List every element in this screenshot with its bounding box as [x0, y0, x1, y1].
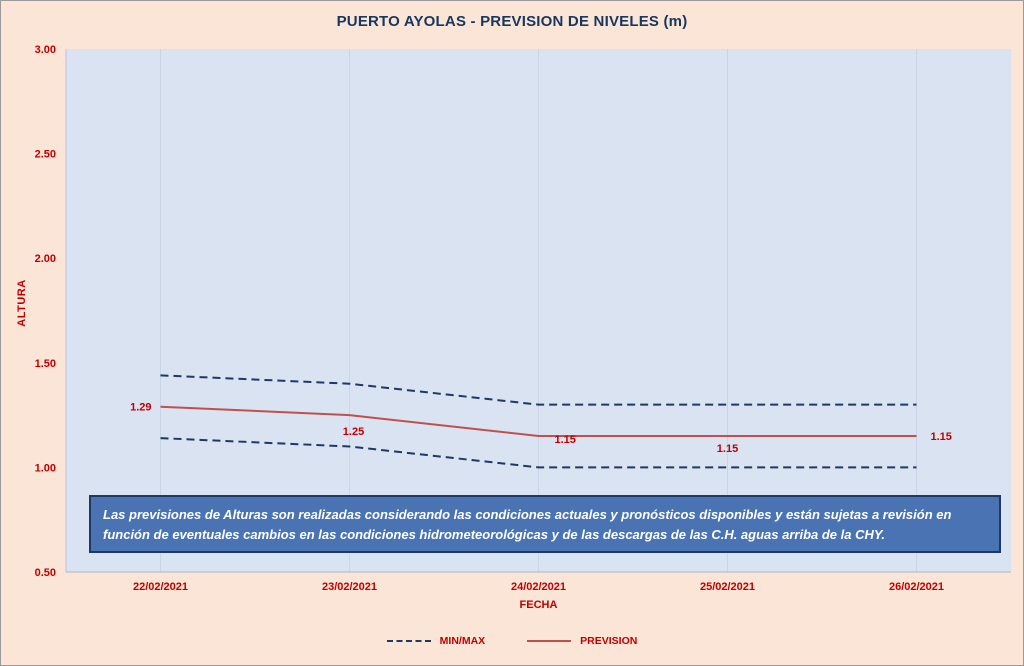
svg-text:0.50: 0.50 — [35, 567, 56, 579]
plot-area: 3.00 2.50 2.00 1.50 1.00 0.50 22/02/2021 23/02/… — [35, 44, 1011, 593]
point-label: 1.15 — [931, 431, 952, 443]
note-line-1: Las previsiones de Alturas son realizada… — [103, 507, 952, 522]
svg-text:23/02/2021: 23/02/2021 — [322, 581, 377, 593]
chart-title: PUERTO AYOLAS - PREVISION DE NIVELES (m) — [336, 13, 688, 30]
legend-label-prevision: PREVISION — [580, 635, 638, 647]
prevision-line-swatch — [527, 640, 572, 642]
svg-text:22/02/2021: 22/02/2021 — [133, 581, 188, 593]
x-axis-title: FECHA — [519, 599, 558, 611]
point-label: 1.15 — [555, 434, 576, 446]
svg-text:2.50: 2.50 — [35, 149, 56, 161]
point-label: 1.29 — [130, 402, 151, 414]
svg-text:1.50: 1.50 — [35, 358, 56, 370]
note-line-2: función de eventuales cambios en las con… — [103, 526, 885, 542]
legend-item-prevision: PREVISION — [527, 635, 637, 647]
legend-label-minmax: MIN/MAX — [439, 635, 486, 647]
svg-text:3.00: 3.00 — [35, 44, 56, 56]
svg-text:25/02/2021: 25/02/2021 — [700, 581, 755, 593]
minmax-line-swatch — [386, 640, 431, 642]
point-label: 1.15 — [717, 443, 738, 455]
svg-text:1.00: 1.00 — [35, 462, 56, 474]
legend: MIN/MAX PREVISION — [1, 635, 1023, 647]
disclaimer-note: Las previsiones de Alturas son realizada… — [89, 495, 1001, 553]
legend-item-minmax: MIN/MAX — [386, 635, 486, 647]
point-label: 1.25 — [343, 426, 364, 438]
svg-text:24/02/2021: 24/02/2021 — [511, 581, 566, 593]
svg-text:2.00: 2.00 — [35, 253, 56, 265]
svg-text:26/02/2021: 26/02/2021 — [889, 581, 944, 593]
